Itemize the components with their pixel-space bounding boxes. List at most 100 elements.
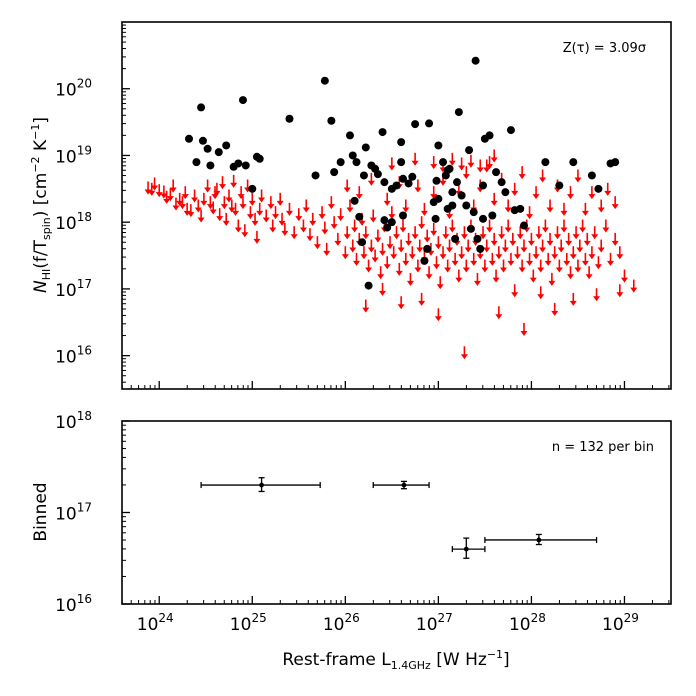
detection-point	[408, 172, 417, 181]
upper-limit-arrow	[191, 189, 199, 203]
upper-limit-arrow	[433, 256, 441, 270]
upper-limit-arrow	[498, 226, 506, 240]
detection-point	[594, 184, 603, 193]
detection-point	[485, 131, 494, 140]
upper-limit-arrow	[176, 192, 184, 206]
detection-point	[497, 178, 506, 187]
detection-point	[420, 256, 429, 265]
upper-limit-arrow	[278, 212, 286, 226]
upper-limit-arrow	[290, 226, 298, 240]
upper-limit-arrow	[504, 219, 512, 233]
detection-point	[214, 148, 223, 157]
upper-limit-markers	[144, 149, 638, 360]
top-panel: 1016 1017 1018 1019 1020 Z(τ) = 3.09σ NHI(f/…	[29, 21, 672, 390]
detection-point	[238, 96, 247, 105]
detection-point	[206, 161, 215, 170]
upper-limit-arrow	[405, 232, 413, 246]
upper-limit-arrow	[551, 302, 559, 316]
upper-limit-arrow	[460, 226, 468, 240]
y-tick-label: 1016	[55, 592, 92, 616]
x-tick-label: 1028	[509, 611, 546, 635]
upper-limit-arrow	[430, 186, 438, 200]
y-tick-label: 1018	[55, 409, 92, 433]
upper-limit-arrow	[388, 206, 396, 220]
binned-markers	[200, 477, 598, 559]
x-axis-label: Rest-frame L1.4GHz [W Hz−1]	[282, 648, 509, 672]
upper-limit-arrow	[616, 284, 624, 298]
bottom-plot-frame	[121, 420, 672, 605]
detection-point	[425, 119, 434, 128]
upper-limit-arrow	[546, 199, 554, 213]
upper-limit-arrow	[535, 226, 543, 240]
upper-limit-arrow	[187, 204, 195, 218]
upper-limit-arrow	[327, 196, 335, 210]
upper-limit-arrow	[163, 190, 171, 204]
upper-limit-arrow	[495, 306, 503, 320]
x-tick-label: 1026	[323, 611, 360, 635]
upper-limit-arrow	[434, 236, 442, 250]
detection-point	[443, 204, 452, 213]
detection-markers	[184, 56, 620, 290]
upper-limit-arrow	[166, 188, 174, 202]
upper-limit-arrow	[555, 259, 563, 273]
top-x-ticks	[158, 381, 626, 389]
upper-limit-arrow	[218, 176, 226, 190]
detection-point	[462, 201, 471, 210]
upper-limit-arrow	[369, 209, 377, 223]
detection-point	[479, 181, 488, 190]
upper-limit-arrow	[183, 202, 191, 216]
top-y-ticks: 1016 1017 1018 1019 1020	[55, 77, 130, 368]
detection-point	[192, 158, 201, 167]
detection-point	[587, 171, 596, 180]
upper-limit-arrow	[518, 259, 526, 273]
upper-limit-arrow	[225, 189, 233, 203]
detection-point	[479, 214, 488, 223]
upper-limit-arrow	[551, 246, 559, 260]
detection-point	[431, 214, 440, 223]
detection-point	[569, 158, 578, 167]
upper-limit-arrow	[269, 219, 277, 233]
upper-limit-arrow	[565, 232, 573, 246]
upper-limit-arrow	[509, 232, 517, 246]
upper-limit-arrow	[616, 246, 624, 260]
upper-limit-arrow	[611, 232, 619, 246]
detection-point	[555, 181, 564, 190]
upper-limit-arrow	[567, 186, 575, 200]
detection-point	[255, 154, 264, 163]
detection-point	[380, 178, 389, 187]
detection-point	[184, 134, 193, 143]
detection-point	[516, 204, 525, 213]
detection-point	[327, 116, 336, 125]
upper-limit-arrow	[414, 259, 422, 273]
bottom-annotation: n = 132 per bin	[552, 440, 654, 455]
upper-limit-arrow	[390, 246, 398, 260]
detection-point	[378, 128, 387, 137]
detection-point	[439, 158, 448, 167]
detection-point	[380, 216, 389, 225]
upper-limit-arrow	[248, 192, 256, 206]
upper-limit-arrow	[462, 166, 470, 180]
upper-limit-arrow	[539, 239, 547, 253]
upper-limit-arrow	[181, 186, 189, 200]
upper-limit-arrow	[557, 239, 565, 253]
upper-limit-arrow	[408, 246, 416, 260]
upper-limit-arrow	[383, 256, 391, 270]
upper-limit-arrow	[155, 184, 163, 198]
upper-limit-arrow	[169, 179, 177, 193]
detection-point	[399, 211, 408, 220]
detection-point	[352, 158, 361, 167]
detection-point	[397, 138, 406, 147]
upper-limit-arrow	[402, 199, 410, 213]
upper-limit-arrow	[318, 206, 326, 220]
detection-point	[383, 223, 392, 232]
x-tick-label: 1024	[137, 611, 174, 635]
upper-limit-arrow	[569, 292, 577, 306]
detection-point	[387, 218, 396, 227]
upper-limit-arrow	[460, 346, 468, 360]
upper-limit-arrow	[458, 246, 466, 260]
detection-point	[506, 126, 515, 135]
upper-limit-arrow	[546, 232, 554, 246]
bottom-panel: 1016 1017 1018 1024 1025 1026 1027 1028 1029 n …	[31, 409, 672, 672]
upper-limit-arrow	[588, 246, 596, 260]
top-minor-ticks	[121, 24, 670, 389]
